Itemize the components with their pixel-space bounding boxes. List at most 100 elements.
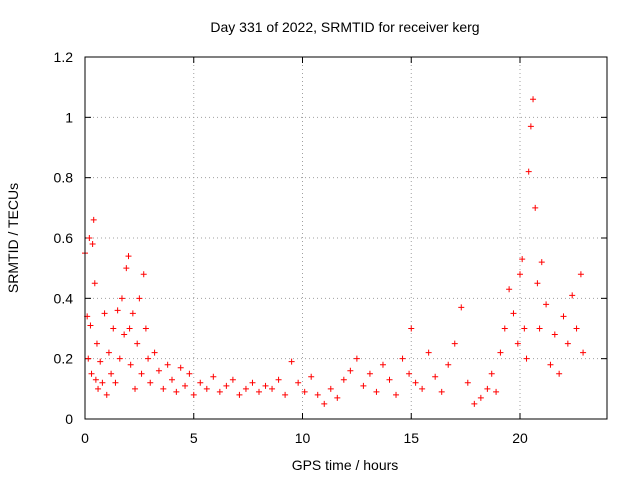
- data-point: [155, 367, 162, 374]
- data-point: [169, 376, 175, 383]
- data-point: [360, 382, 367, 389]
- x-tick-label: 10: [295, 430, 311, 446]
- data-point: [551, 331, 558, 338]
- data-point: [129, 310, 136, 317]
- data-point: [249, 379, 256, 386]
- data-point: [399, 355, 406, 362]
- y-tick-label: 0.2: [54, 351, 74, 367]
- data-point: [560, 313, 567, 320]
- x-tick-label: 20: [512, 430, 528, 446]
- data-point: [438, 388, 445, 395]
- y-tick-label: 0: [65, 411, 73, 427]
- data-points: [82, 96, 587, 407]
- data-point: [190, 391, 197, 398]
- data-point: [88, 370, 95, 377]
- data-point: [173, 388, 180, 395]
- data-point: [182, 382, 189, 389]
- data-point: [262, 382, 269, 389]
- data-point: [532, 204, 539, 211]
- y-axis-label: SRMTID / TECUs: [5, 183, 21, 293]
- data-point: [569, 292, 576, 299]
- data-point: [327, 385, 334, 392]
- data-point: [527, 123, 534, 130]
- data-point: [134, 340, 141, 347]
- data-point: [547, 361, 554, 368]
- data-point: [236, 391, 243, 398]
- data-point: [123, 265, 130, 272]
- data-point: [477, 394, 484, 401]
- data-point: [110, 325, 117, 332]
- data-point: [379, 361, 386, 368]
- data-point: [580, 349, 587, 356]
- data-point: [92, 376, 99, 383]
- data-point: [103, 391, 110, 398]
- axis-ticks: 0 0.2 0.4 0.6 0.8 1 1.2 0 5 10 15 20: [54, 49, 607, 446]
- y-tick-label: 1: [65, 109, 73, 125]
- data-point: [90, 216, 97, 223]
- x-tick-label: 0: [81, 430, 89, 446]
- data-point: [140, 271, 147, 278]
- data-point: [210, 373, 217, 380]
- data-point: [121, 331, 128, 338]
- data-point: [116, 355, 123, 362]
- data-point: [177, 364, 184, 371]
- data-point: [138, 370, 145, 377]
- data-point: [86, 235, 93, 241]
- data-point: [160, 385, 167, 392]
- data-point: [514, 340, 521, 347]
- data-point: [197, 379, 204, 386]
- data-point: [186, 370, 193, 377]
- data-point: [127, 361, 134, 368]
- data-point: [216, 388, 223, 395]
- data-point: [321, 400, 328, 407]
- data-point: [295, 379, 302, 386]
- y-tick-label: 0.6: [54, 230, 74, 246]
- y-tick-label: 0.8: [54, 170, 74, 186]
- data-point: [556, 370, 563, 377]
- data-point: [493, 388, 500, 395]
- data-point: [308, 373, 315, 380]
- data-point: [373, 388, 380, 395]
- data-point: [269, 385, 276, 392]
- data-point: [445, 361, 452, 368]
- data-point: [451, 340, 458, 347]
- data-point: [99, 379, 106, 386]
- plot-frame: [84, 56, 608, 420]
- data-point: [101, 310, 108, 317]
- data-point: [393, 391, 400, 398]
- data-point: [145, 355, 152, 362]
- data-point: [484, 385, 491, 392]
- data-point: [229, 376, 236, 383]
- data-point: [501, 325, 508, 332]
- data-point: [464, 379, 471, 386]
- data-point: [256, 388, 262, 395]
- data-point: [203, 385, 210, 392]
- data-point: [105, 349, 112, 356]
- y-tick-label: 1.2: [54, 49, 74, 65]
- data-point: [126, 325, 133, 332]
- data-point: [95, 385, 102, 392]
- data-point: [488, 370, 495, 377]
- data-point: [118, 295, 125, 302]
- data-point: [87, 322, 94, 329]
- data-point: [538, 259, 545, 266]
- x-tick-label: 5: [190, 430, 198, 446]
- data-point: [425, 349, 432, 356]
- data-point: [366, 370, 373, 377]
- data-point: [85, 355, 92, 362]
- data-point: [340, 376, 347, 383]
- data-point: [573, 325, 580, 332]
- data-point: [458, 304, 465, 311]
- data-point: [91, 280, 98, 287]
- data-point: [386, 376, 393, 383]
- data-point: [497, 349, 504, 356]
- data-point: [523, 355, 530, 362]
- data-point: [164, 361, 171, 368]
- data-point: [471, 400, 478, 407]
- data-point: [432, 373, 439, 380]
- data-point: [577, 271, 584, 278]
- grid-lines: [85, 57, 607, 419]
- data-point: [530, 96, 537, 103]
- data-point: [282, 391, 289, 398]
- data-point: [543, 301, 550, 308]
